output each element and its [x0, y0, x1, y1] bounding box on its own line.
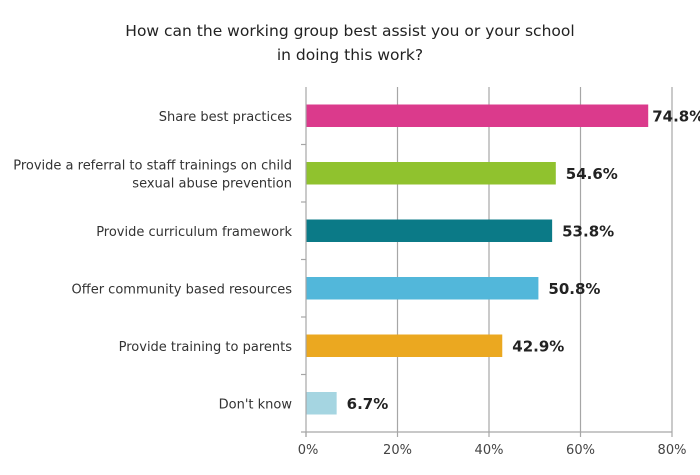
data-label: 6.7% [347, 395, 389, 413]
category-label: sexual abuse prevention [132, 176, 292, 191]
category-label: Provide a referral to staff trainings on… [13, 158, 292, 173]
chart-title-line: in doing this work? [277, 46, 423, 64]
data-label: 53.8% [562, 222, 614, 240]
category-label: Provide training to parents [119, 340, 293, 355]
bar [306, 392, 337, 415]
data-label: 54.6% [566, 165, 618, 183]
bar [306, 162, 556, 185]
data-label: 74.8% [652, 107, 700, 125]
category-label: Offer community based resources [72, 282, 293, 297]
x-tick-label: 0% [298, 443, 319, 458]
chart-title-line: How can the working group best assist yo… [125, 22, 574, 40]
x-tick-label: 80% [658, 443, 687, 458]
x-tick-label: 40% [475, 443, 504, 458]
chart-title: How can the working group best assist yo… [125, 22, 574, 64]
x-tick-label: 60% [566, 443, 595, 458]
data-label: 42.9% [512, 337, 564, 355]
bar [306, 219, 553, 242]
category-label: Share best practices [159, 110, 292, 125]
data-label: 50.8% [548, 280, 600, 298]
bar [306, 277, 539, 300]
gridlines [396, 87, 673, 432]
axes: 0% 20% 40% 60% 80% [298, 87, 687, 458]
bar [306, 334, 503, 357]
category-label: Provide curriculum framework [96, 225, 292, 240]
category-label: Don't know [219, 397, 293, 412]
bars: 74.8% Share best practices 54.6% Provide a … [13, 104, 700, 415]
bar [306, 104, 649, 127]
x-tick-label: 20% [383, 443, 412, 458]
